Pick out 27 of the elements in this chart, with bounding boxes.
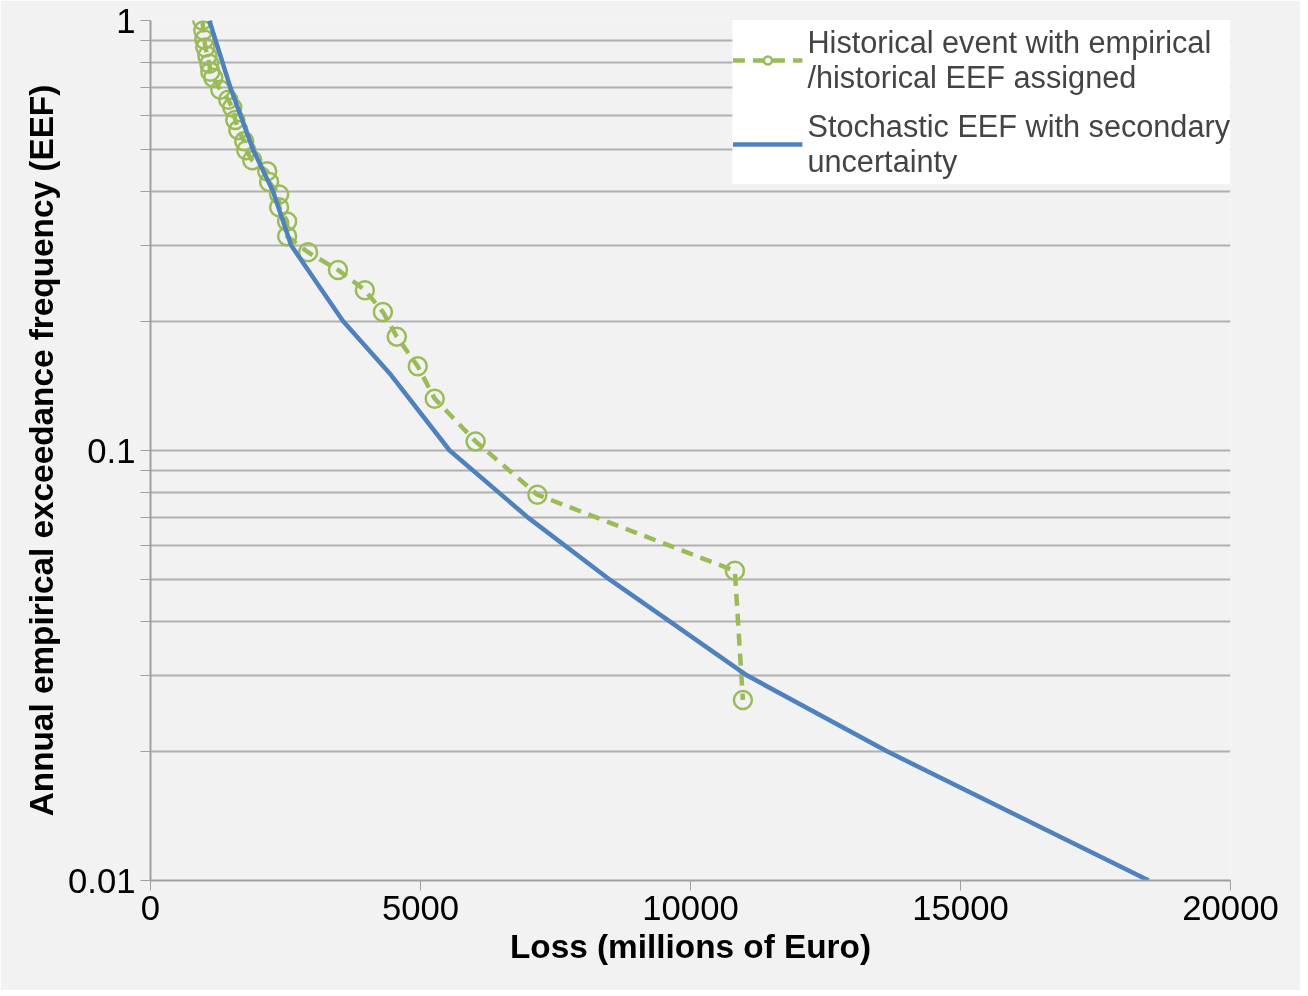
y-tick-label: 0.01 <box>68 861 136 900</box>
x-axis-title: Loss (millions of Euro) <box>509 927 872 965</box>
point <box>424 388 445 409</box>
y-axis-title: Annual empirical exceedance frequency (EEF) <box>23 84 61 817</box>
point <box>732 689 754 711</box>
y-tick-label: 1 <box>116 1 136 40</box>
point <box>199 53 220 75</box>
legend-label: Historical event with empirical /historical EEF assigned <box>807 24 1212 97</box>
point <box>372 301 394 323</box>
point <box>354 279 376 301</box>
x-tick-label: 10000 <box>642 888 739 927</box>
point <box>327 259 349 281</box>
x-tick-label: 15000 <box>912 888 1009 927</box>
y-tick-label: 0.1 <box>87 431 136 470</box>
point <box>195 37 216 58</box>
x-tick-label: 0 <box>140 888 161 927</box>
point <box>465 431 486 452</box>
point <box>407 356 428 377</box>
point <box>724 560 746 582</box>
point <box>527 484 548 505</box>
legend-label: Stochastic EEF with secondary uncertainty <box>807 108 1230 181</box>
point <box>203 67 224 88</box>
point <box>386 326 408 347</box>
point <box>197 45 218 66</box>
x-tick-label: 20000 <box>1182 888 1279 927</box>
x-tick-label: 5000 <box>381 888 460 927</box>
point <box>200 61 221 82</box>
